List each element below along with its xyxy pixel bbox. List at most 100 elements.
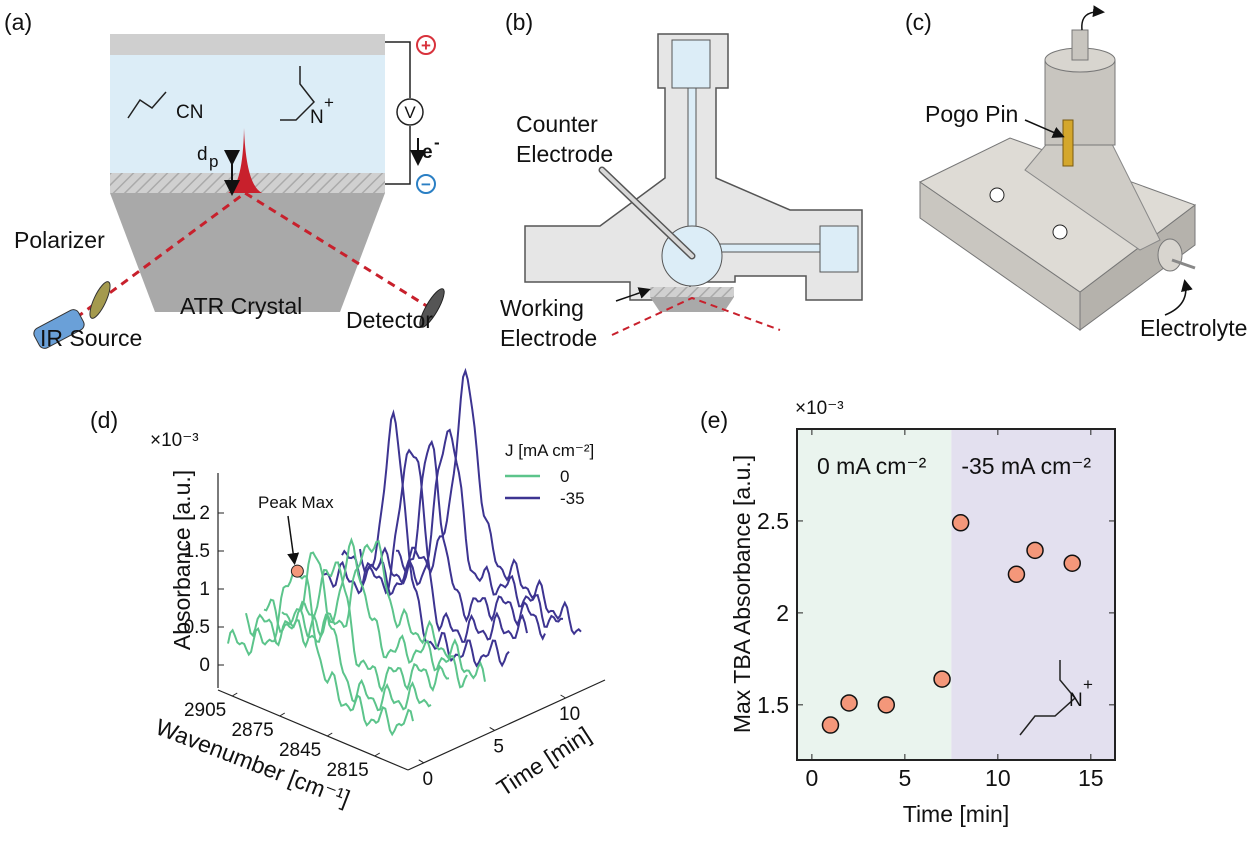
exponent: ×10⁻³ [795,398,844,419]
y-axis [407,679,606,771]
label: Electrolyte [1140,315,1247,341]
z-tick-label: 0 [199,655,210,676]
tower [1044,59,1116,146]
crystal [650,297,734,312]
label: − [421,175,431,194]
pointer [615,287,651,302]
panel-a: (a) CN N + d p V + − e - Polarizer ATR C… [4,9,445,351]
z-tick-label: 0.5 [184,617,210,638]
panel-d: (d) ×10⁻³ Absorbance [a.u.] Wavenumber [… [90,367,606,812]
panel-e: (e) ×10⁻³ Max TBA Absorbance [a.u.] Time… [700,398,1116,827]
molecule [127,91,167,119]
spectrum [245,551,432,712]
channel [819,225,859,273]
label: Polarizer [14,227,105,253]
axis-label: Absorbance [a.u.] [169,470,195,650]
spectrum [299,539,486,682]
pointer [1024,119,1065,138]
molecule-label: + [324,93,334,112]
data-point [1063,554,1081,572]
tick [374,752,381,757]
minus-terminal [416,174,436,194]
wire [385,126,411,185]
ir-beam [64,191,431,328]
tick [560,694,566,699]
label: Working [500,295,584,321]
screw [1052,224,1068,240]
electrolyte [110,55,385,173]
label: ATR Crystal [180,293,302,319]
panel-label: (e) [700,407,728,433]
peak-marker [290,564,304,578]
tick [279,712,286,717]
panel-label: (c) [905,9,932,35]
label: - [434,133,440,152]
label: Pogo Pin [925,101,1018,127]
channel [671,39,711,89]
molecule-label: + [1083,675,1093,694]
wire [385,41,411,98]
axis-label: Time [min] [903,801,1010,827]
flow-arrow [1164,279,1193,316]
inlet-tube [1171,258,1196,270]
label: IR Source [40,325,142,351]
data-point [1007,565,1026,584]
region [951,429,1115,760]
exponent: ×10⁻³ [150,430,199,451]
z-tick-label: 1.5 [184,541,210,562]
x-tick-label: 2845 [279,740,321,761]
data-point [951,514,970,532]
electrode-bar [110,34,385,55]
polarizer [89,281,111,319]
pogo-pin [1062,119,1074,167]
working-electrode [650,287,734,297]
tick [326,732,333,737]
data-point [1026,541,1044,560]
x-tick-label: 2875 [231,720,273,741]
y-tick-label: 2.5 [757,508,789,534]
channel [687,87,697,229]
data-point [840,694,858,712]
z-tick-label: 2 [199,503,210,524]
legend-label: 0 [560,467,569,486]
plot-frame [796,428,1116,761]
label: + [421,36,431,55]
legend-label: -35 [560,489,585,508]
axis-label: Time [min] [492,721,595,801]
panel-label: (d) [90,407,118,433]
x-tick-label: 0 [805,765,818,791]
x-tick-label: 15 [1078,765,1104,791]
data-point [821,716,840,734]
molecule [280,66,315,121]
device-top [919,137,1197,293]
tick [418,759,425,764]
x-tick-label: 5 [898,765,911,791]
spectrum [341,448,528,643]
outlet [1071,29,1089,61]
ir-source [33,309,85,349]
x-tick-label: 2905 [184,700,226,721]
voltmeter [396,98,424,126]
region [797,429,952,760]
molecule-label: CN [176,102,203,123]
spectrum [377,428,564,628]
spectrum [323,409,510,668]
spectrum [359,439,546,641]
label: Detector [346,307,433,333]
label: V [404,103,416,122]
label: d [197,144,208,165]
label: e [422,142,433,163]
region-label: 0 mA cm⁻² [817,453,927,479]
label: p [209,152,218,171]
inlet [1157,238,1183,272]
molecule-label: N [310,107,324,128]
tick [489,726,495,731]
label: Electrode [500,325,597,351]
spectrum [263,561,450,693]
flow-arrow [1081,5,1105,31]
plus-terminal [416,35,436,55]
axis-label: Max TBA Absorbance [a.u.] [729,455,755,733]
panel-label: (b) [505,9,533,35]
z-tick-label: 1 [199,579,210,600]
